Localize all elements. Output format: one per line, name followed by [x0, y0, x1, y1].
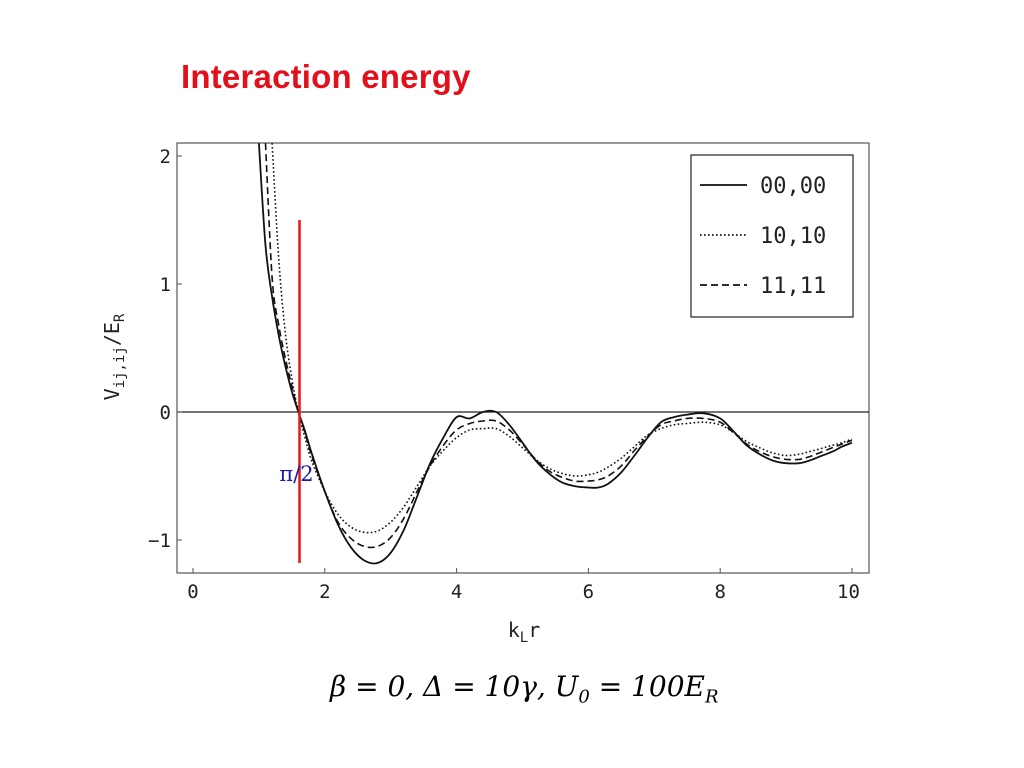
- param-beta: β = 0,: [330, 670, 415, 703]
- y-tick-label: 2: [160, 146, 171, 168]
- y-tick-label: 0: [160, 402, 171, 424]
- legend-label-10-10: 10,10: [760, 224, 826, 249]
- legend-label-00-00: 00,00: [760, 174, 826, 199]
- x-tick-label: 8: [714, 581, 725, 603]
- legend-label-11-11: 11,11: [760, 274, 826, 299]
- axes: 0 2 4 6 8 10 −1 0 1 2: [148, 142, 870, 603]
- series-10-10: [271, 143, 853, 534]
- series-11-11: [264, 143, 853, 549]
- legend-box: [690, 154, 854, 318]
- x-tick-label: 6: [583, 581, 594, 603]
- y-tick-label: −1: [148, 530, 171, 552]
- x-tick-label: 10: [837, 581, 860, 603]
- parameter-line: β = 0, Δ = 10γ, U0 = 100ER: [330, 670, 719, 708]
- y-tick-label: 1: [160, 274, 171, 296]
- x-axis-title: kLr: [508, 618, 541, 646]
- legend: 00,00 10,10 11,11: [690, 154, 854, 318]
- x-tick-label: 0: [187, 581, 198, 603]
- annotations: π/2: [279, 220, 314, 564]
- pi-over-2-label: π/2: [279, 462, 313, 486]
- x-tick-label: 2: [319, 581, 330, 603]
- y-axis-title: Vij,ij/ER: [100, 313, 128, 400]
- param-delta: Δ = 10γ,: [423, 670, 546, 703]
- plot-frame: [176, 142, 870, 574]
- param-u0: U0 = 100ER: [554, 670, 719, 708]
- x-tick-label: 4: [451, 581, 462, 603]
- series-group: [258, 143, 853, 565]
- slide-title: Interaction energy: [181, 58, 471, 95]
